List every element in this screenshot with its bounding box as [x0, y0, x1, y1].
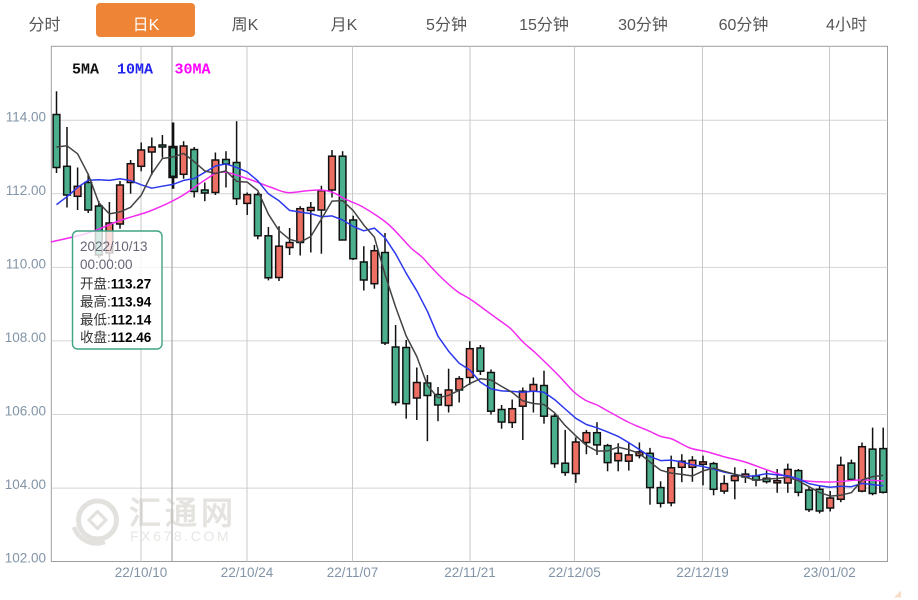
svg-text:112.00: 112.00: [6, 183, 46, 198]
svg-text:汇通网: 汇通网: [129, 495, 237, 531]
svg-text:22/11/07: 22/11/07: [327, 565, 379, 580]
svg-text:30MA: 30MA: [175, 62, 211, 79]
svg-text:00:00:00: 00:00:00: [80, 257, 133, 272]
svg-text:5MA: 5MA: [72, 62, 99, 79]
svg-text:FX678.COM: FX678.COM: [130, 528, 231, 544]
svg-text:23/01/02: 23/01/02: [803, 565, 856, 580]
svg-text:104.00: 104.00: [5, 477, 46, 492]
svg-text:102.00: 102.00: [5, 551, 46, 566]
svg-text:114.00: 114.00: [6, 110, 46, 125]
svg-text:收盘:112.46: 收盘:112.46: [80, 329, 152, 345]
svg-text:22/10/24: 22/10/24: [221, 565, 274, 580]
svg-text:2022/10/13: 2022/10/13: [80, 239, 148, 254]
svg-text:22/10/10: 22/10/10: [115, 565, 168, 580]
svg-text:106.00: 106.00: [5, 404, 46, 419]
svg-text:22/11/21: 22/11/21: [444, 565, 496, 580]
svg-text:22/12/19: 22/12/19: [676, 565, 729, 580]
svg-text:开盘:113.27: 开盘:113.27: [80, 276, 151, 292]
svg-text:108.00: 108.00: [5, 330, 46, 345]
svg-text:22/12/05: 22/12/05: [548, 565, 601, 580]
svg-text:10MA: 10MA: [117, 62, 153, 79]
svg-text:110.00: 110.00: [6, 257, 46, 272]
svg-text:最高:113.94: 最高:113.94: [80, 294, 152, 310]
svg-text:最低:112.14: 最低:112.14: [80, 313, 152, 328]
